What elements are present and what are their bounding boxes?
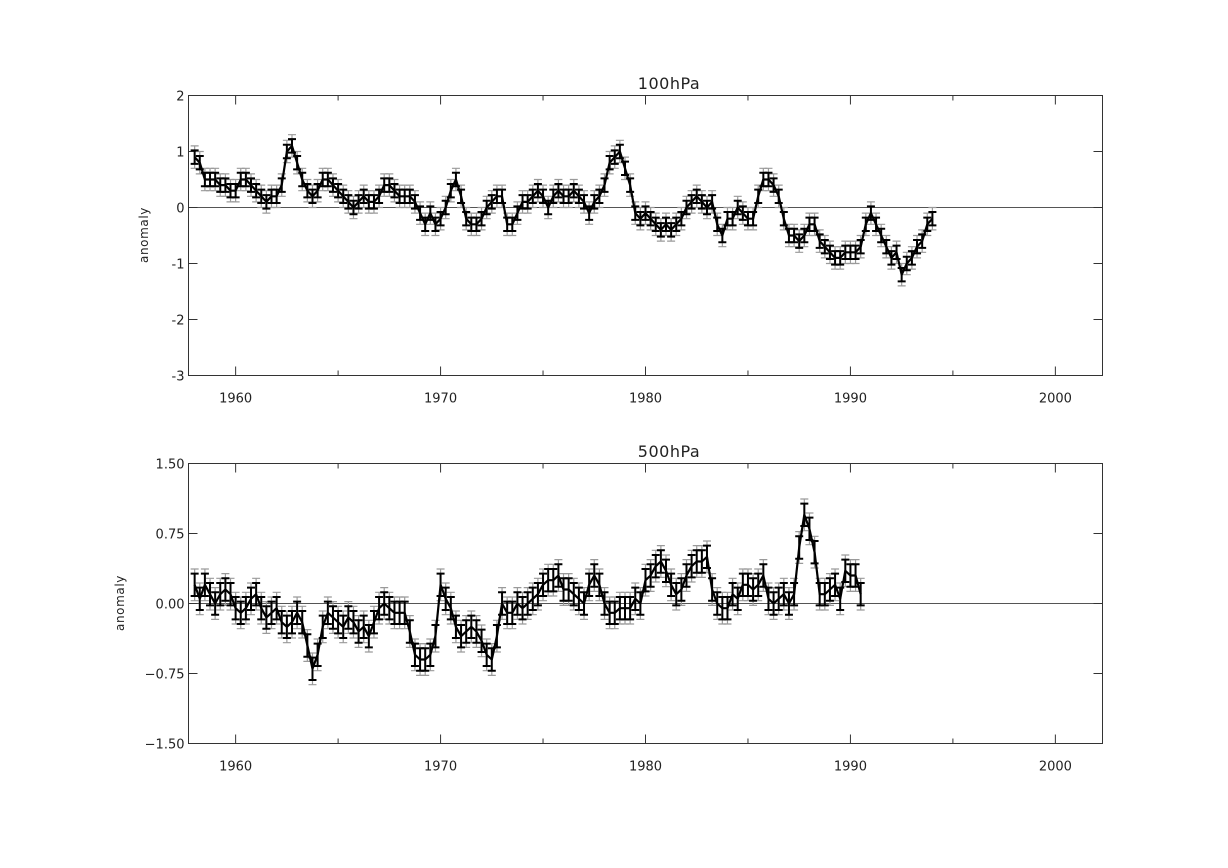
panel-title: 100hPa <box>638 74 700 93</box>
plot-frame <box>188 463 1103 744</box>
panel-100hpa: 100hPa anomaly -3 -2 -1 0 1 2 1960 1970 1980 199… <box>137 74 1103 407</box>
x-tick-label: 1980 <box>629 760 662 775</box>
x-tick-label: 1990 <box>834 760 867 775</box>
series-line <box>193 513 862 670</box>
x-tick-label: 1960 <box>219 760 252 775</box>
series-line <box>193 144 934 276</box>
y-axis-label: anomaly <box>113 575 127 631</box>
y-axis-label: anomaly <box>137 207 151 263</box>
y-tick-label: -1 <box>172 258 185 273</box>
y-tick-label: −1.50 <box>145 738 185 753</box>
y-tick-label: -3 <box>172 370 185 385</box>
plot-frame <box>188 95 1103 376</box>
x-tick-label: 1970 <box>424 760 457 775</box>
x-tick-label: 1990 <box>834 392 867 407</box>
x-tick-label: 1960 <box>219 392 252 407</box>
x-tick-label: 2000 <box>1039 760 1072 775</box>
y-tick-label: -2 <box>172 314 185 329</box>
y-tick-label: 1.50 <box>156 458 185 473</box>
x-tick-label: 2000 <box>1039 392 1072 407</box>
y-tick-label: 0.00 <box>156 598 185 613</box>
panel-title: 500hPa <box>638 442 700 461</box>
y-tick-label: 1 <box>176 146 184 161</box>
error-bar-inner <box>928 210 937 227</box>
y-tick-label: −0.75 <box>145 668 185 683</box>
y-tick-label: 0.75 <box>156 528 185 543</box>
y-tick-label: 0 <box>176 202 184 217</box>
x-tick-label: 1980 <box>629 392 662 407</box>
y-tick-label: 2 <box>176 90 184 105</box>
panel-500hpa: 500hPa anomaly −1.50 −0.75 0.00 0.75 1.50 19… <box>113 442 1103 775</box>
x-tick-label: 1970 <box>424 392 457 407</box>
